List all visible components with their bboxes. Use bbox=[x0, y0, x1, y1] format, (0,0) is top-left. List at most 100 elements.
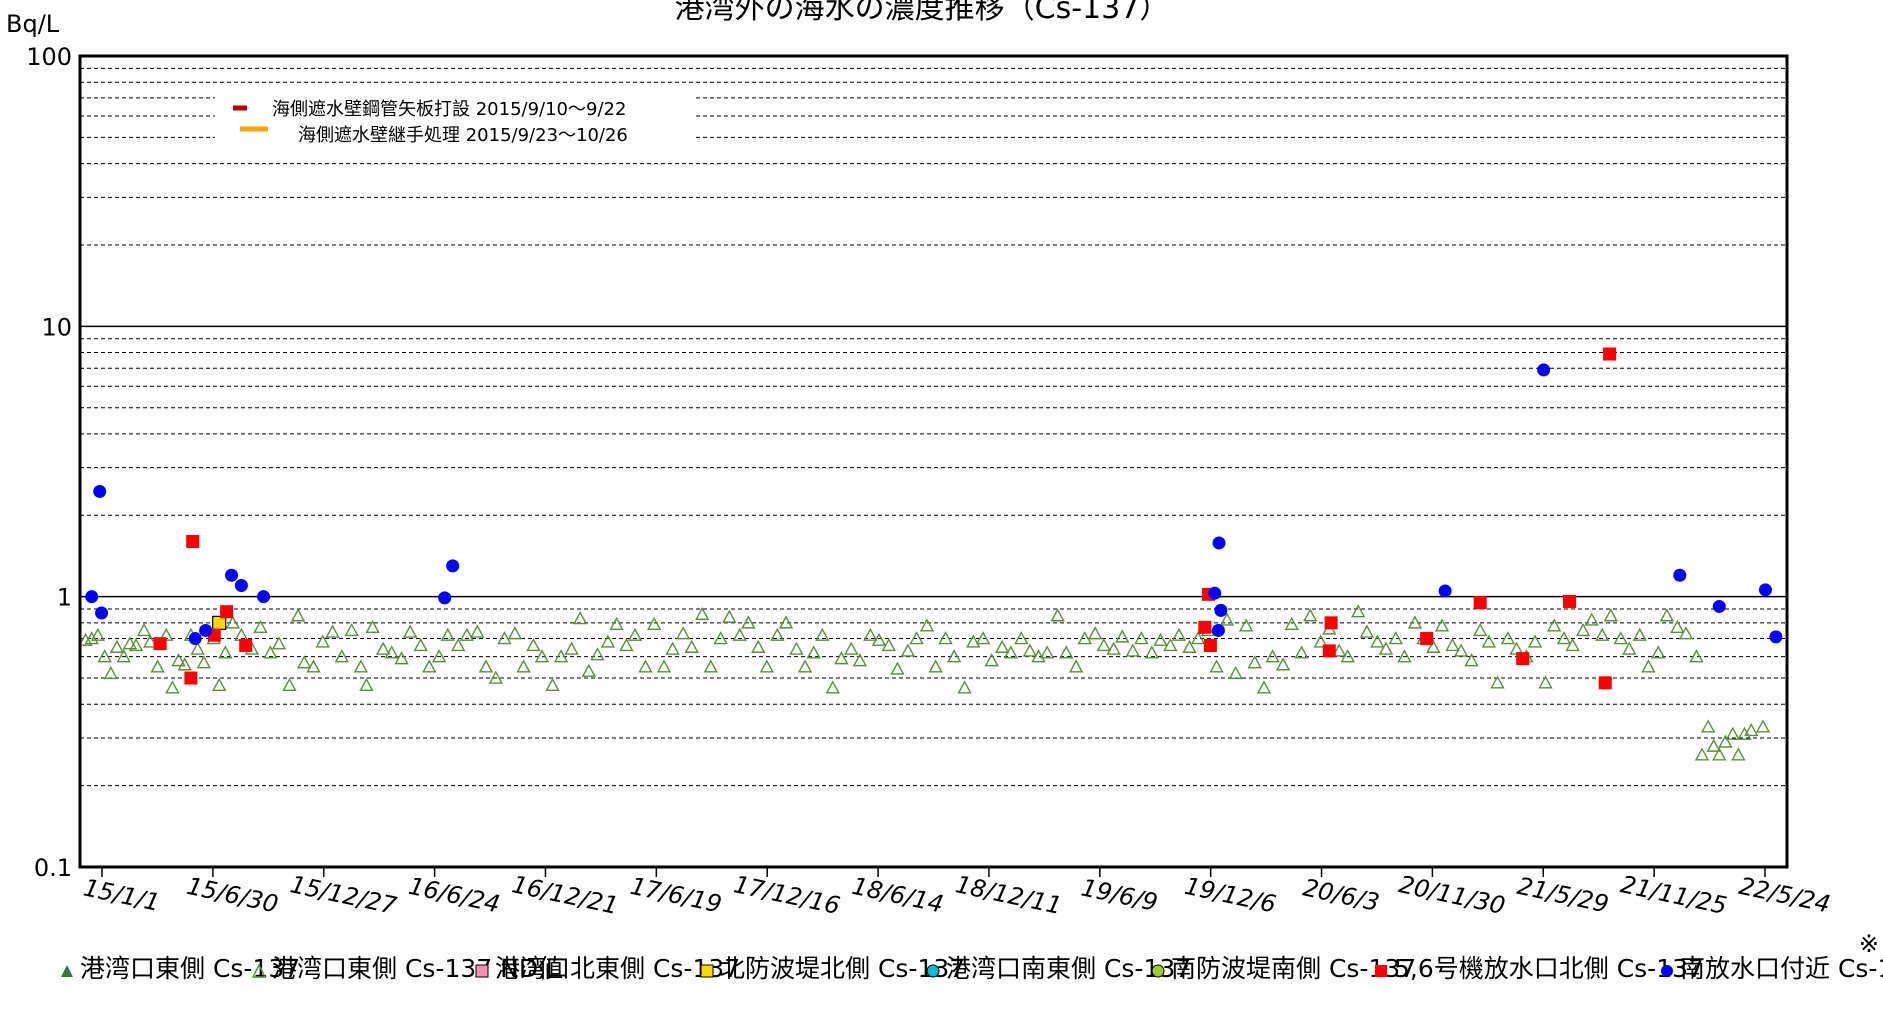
data-point bbox=[1303, 608, 1318, 622]
x-tick-label: 17/6/19 bbox=[628, 872, 724, 919]
legend-item: 港湾口北東側 Cs-137 bbox=[475, 952, 740, 987]
data-point bbox=[938, 631, 953, 645]
data-point bbox=[359, 677, 374, 692]
data-point bbox=[1556, 631, 1572, 645]
legend-item: 北防波堤北側 Cs-137 bbox=[700, 952, 965, 987]
data-point bbox=[1481, 634, 1497, 648]
data-point bbox=[1575, 622, 1591, 637]
data-point bbox=[93, 484, 107, 498]
legend-label: 北防波堤北側 Cs-137 bbox=[720, 954, 966, 983]
data-point bbox=[1407, 615, 1423, 629]
data-point bbox=[290, 608, 306, 622]
data-point bbox=[365, 619, 380, 634]
data-point bbox=[1144, 645, 1160, 659]
data-point bbox=[297, 655, 312, 669]
legend: 港湾口東側 Cs-137 港湾口東側 Cs-137 ND値 港湾口北東側 Cs-… bbox=[60, 952, 1883, 1022]
data-point bbox=[1473, 596, 1487, 610]
data-point bbox=[184, 671, 198, 685]
data-point bbox=[438, 591, 452, 605]
data-point bbox=[1190, 631, 1206, 645]
data-point bbox=[1324, 616, 1338, 630]
data-point bbox=[271, 636, 287, 650]
data-point bbox=[919, 618, 935, 632]
x-tick-label: 19/6/9 bbox=[1079, 873, 1160, 916]
data-point bbox=[751, 639, 766, 653]
data-point bbox=[1755, 719, 1771, 733]
data-point bbox=[109, 639, 125, 653]
data-point bbox=[1744, 722, 1759, 737]
y-tick-label: 1 bbox=[57, 584, 72, 612]
data-point bbox=[1014, 631, 1029, 645]
data-point bbox=[1678, 626, 1694, 640]
data-point bbox=[1527, 634, 1543, 648]
red-square-icon bbox=[1374, 953, 1388, 987]
data-point bbox=[825, 680, 840, 694]
data-point bbox=[553, 649, 569, 663]
data-point bbox=[394, 651, 409, 665]
x-tick-label: 20/11/30 bbox=[1396, 870, 1507, 920]
data-point bbox=[186, 534, 200, 548]
annotation-steel-piles: 海側遮水壁鋼管矢板打設 2015/9/10～9/22 bbox=[272, 99, 626, 120]
data-point bbox=[422, 659, 437, 673]
data-point bbox=[881, 637, 897, 652]
data-point bbox=[253, 619, 268, 634]
data-point bbox=[1171, 627, 1187, 641]
data-point bbox=[85, 590, 99, 604]
data-point bbox=[1473, 622, 1488, 637]
data-point bbox=[90, 627, 106, 641]
y-axis-ticks: 100 10 1 0.1 bbox=[26, 43, 72, 882]
data-point bbox=[196, 655, 211, 669]
data-point bbox=[315, 634, 330, 648]
data-point bbox=[957, 680, 972, 694]
data-point bbox=[1689, 649, 1704, 663]
data-point bbox=[526, 637, 541, 652]
cyan-circle-icon bbox=[926, 953, 940, 987]
gridlines bbox=[80, 67, 1787, 787]
data-point bbox=[1256, 680, 1272, 694]
data-point bbox=[770, 627, 785, 641]
data-point bbox=[590, 647, 605, 661]
data-point bbox=[665, 641, 680, 655]
data-point bbox=[1426, 639, 1441, 653]
data-point bbox=[975, 631, 991, 645]
plot-frame bbox=[78, 54, 1789, 869]
data-point bbox=[413, 637, 428, 652]
annotation-legend: 海側遮水壁鋼管矢板打設 2015/9/10～9/22 海側遮水壁継手処理 201… bbox=[215, 96, 695, 151]
data-point bbox=[806, 645, 821, 659]
data-point bbox=[1584, 612, 1599, 626]
data-point bbox=[1758, 583, 1772, 597]
data-point bbox=[815, 627, 830, 641]
data-point bbox=[797, 659, 813, 673]
data-point bbox=[334, 649, 349, 663]
data-point bbox=[1731, 747, 1746, 761]
data-point bbox=[1153, 632, 1168, 646]
data-point bbox=[1565, 637, 1580, 652]
data-point bbox=[488, 670, 503, 684]
data-point bbox=[1211, 623, 1225, 637]
data-point bbox=[177, 657, 192, 671]
blue-circle-icon bbox=[1660, 953, 1674, 987]
data-point bbox=[440, 627, 455, 641]
data-point bbox=[1737, 726, 1752, 740]
data-point bbox=[1022, 643, 1038, 657]
data-point bbox=[863, 627, 878, 641]
data-point bbox=[1388, 631, 1404, 645]
data-point bbox=[384, 645, 399, 659]
data-point bbox=[97, 649, 112, 663]
data-point bbox=[1351, 604, 1366, 618]
data-point bbox=[153, 637, 167, 651]
data-point bbox=[1632, 627, 1647, 641]
data-point bbox=[188, 632, 202, 646]
data-point bbox=[1077, 631, 1092, 645]
x-tick-label: 15/12/27 bbox=[288, 870, 400, 920]
data-point bbox=[564, 641, 579, 655]
x-tick-label: 22/5/24 bbox=[1736, 872, 1832, 919]
data-point bbox=[1651, 645, 1666, 659]
x-tick-label: 19/12/6 bbox=[1182, 872, 1278, 919]
data-point bbox=[834, 651, 849, 665]
data-point bbox=[1769, 630, 1783, 644]
data-point bbox=[852, 653, 868, 667]
data-point bbox=[1613, 631, 1628, 645]
data-point bbox=[1538, 675, 1553, 689]
data-point bbox=[1275, 657, 1291, 671]
